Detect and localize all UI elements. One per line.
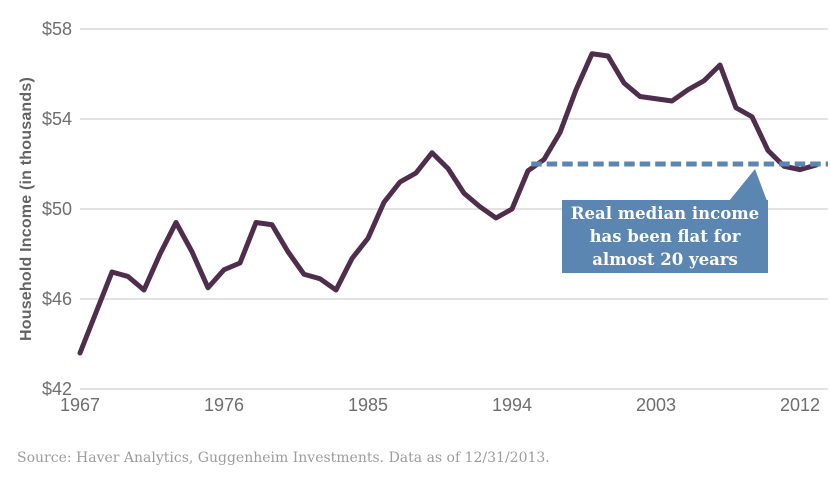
annotation-line: Real median income bbox=[570, 204, 760, 223]
annotation-callout: Real median income has been flat for alm… bbox=[562, 200, 768, 273]
annotation-line: has been flat for bbox=[589, 227, 741, 246]
x-tick-label: 1994 bbox=[491, 395, 533, 415]
y-tick-label: $46 bbox=[41, 289, 72, 309]
y-tick-label: $50 bbox=[41, 199, 72, 219]
x-tick-label: 1976 bbox=[203, 395, 245, 415]
x-tick-label: 1967 bbox=[59, 395, 101, 415]
annotation-line: almost 20 years bbox=[592, 250, 738, 269]
income-line bbox=[77, 51, 819, 356]
x-tick-label: 1985 bbox=[347, 395, 389, 415]
y-tick-label: $58 bbox=[41, 19, 72, 39]
gridlines bbox=[80, 28, 828, 390]
y-tick-label: $54 bbox=[41, 109, 72, 129]
y-tick-label: $42 bbox=[41, 379, 72, 399]
source-note: Source: Haver Analytics, Guggenheim Inve… bbox=[17, 450, 550, 466]
income-line-layer bbox=[77, 51, 819, 356]
x-tick-label: 2003 bbox=[635, 395, 677, 415]
callout-pointer bbox=[729, 169, 767, 201]
x-tick-label: 2012 bbox=[779, 395, 821, 415]
